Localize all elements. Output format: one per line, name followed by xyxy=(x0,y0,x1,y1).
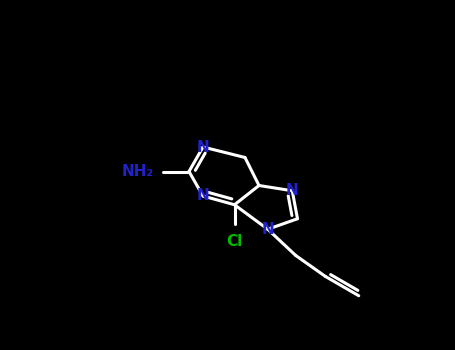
Text: N: N xyxy=(197,140,209,154)
Text: NH₂: NH₂ xyxy=(122,164,154,179)
Text: Cl: Cl xyxy=(227,234,243,250)
Text: N: N xyxy=(286,183,298,198)
Text: N: N xyxy=(197,189,209,203)
Text: N: N xyxy=(261,222,274,237)
